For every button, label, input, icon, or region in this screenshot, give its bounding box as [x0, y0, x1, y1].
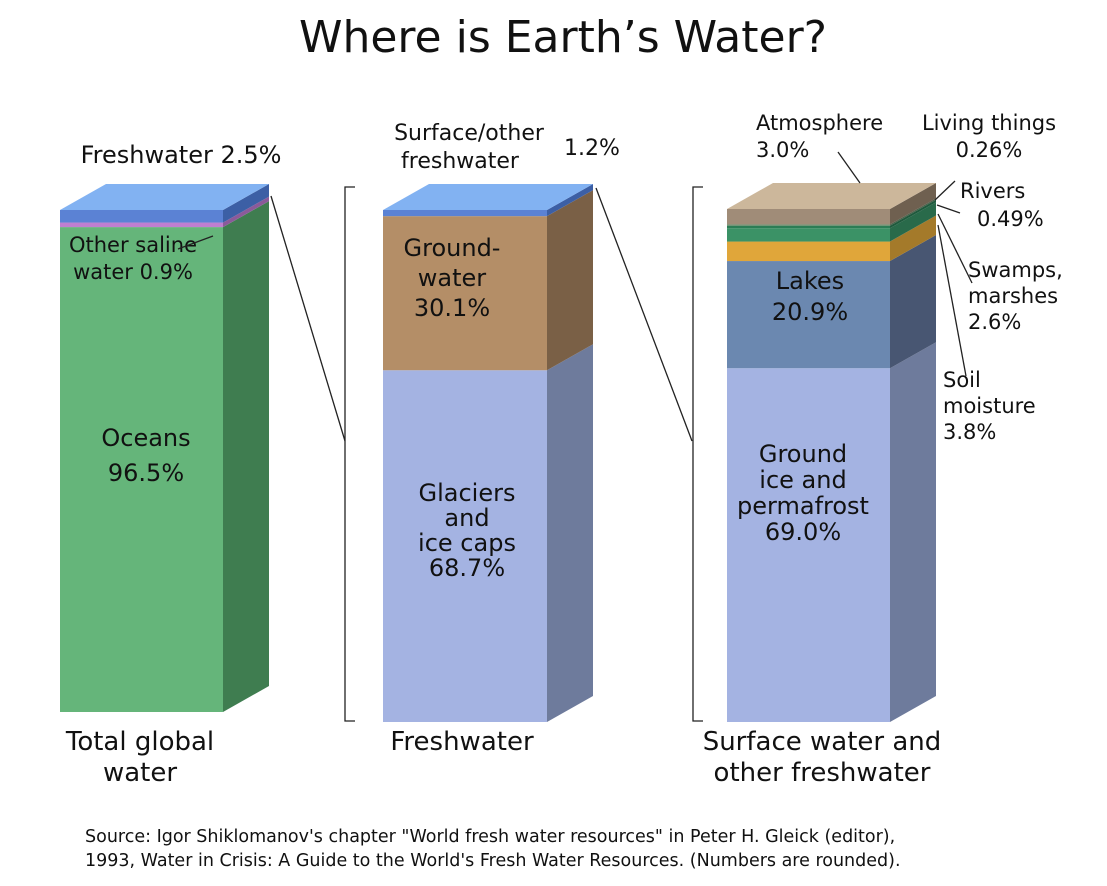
data-label-surface-line-1: freshwater [401, 149, 520, 174]
data-label-swamps-line-0: Swamps, [968, 258, 1063, 282]
data-label-swamps-line-1: marshes [968, 284, 1058, 308]
segment-fresh-ground-water [383, 216, 547, 371]
leader-swamps [937, 213, 973, 284]
segment-surface-soil-moisture-side [890, 215, 936, 262]
data-label-other-saline-line-1: water 0.9% [73, 260, 193, 284]
data-label-soil-moisture-line-0: Soil [943, 368, 981, 392]
segment-surface-swamps-marshes [727, 228, 890, 242]
chart-title: Where is Earth’s Water? [299, 12, 827, 63]
data-label-oceans-line-0: Oceans [101, 424, 190, 452]
data-label-living-things-line-0: Living things [922, 111, 1056, 135]
segment-surface-atmosphere [727, 209, 890, 225]
segment-surface-rivers-side [890, 199, 936, 229]
segment-total-other-saline-water-side [223, 196, 269, 228]
data-label-living-things-line-1: 0.26% [956, 138, 1023, 162]
segment-surface-atmosphere-side [890, 183, 936, 225]
source-line-1: 1993, Water in Crisis: A Guide to the Wo… [85, 851, 901, 871]
data-label-soil-moisture-line-2: 3.8% [943, 420, 996, 444]
segment-surface-lakes [727, 261, 890, 369]
segment-total-oceans [60, 227, 223, 712]
data-label-swamps-line-2: 2.6% [968, 310, 1021, 334]
leader-other-saline [177, 235, 214, 250]
segment-fresh-surface-other-freshwater [383, 210, 547, 217]
segment-total-oceans-side [223, 201, 269, 712]
data-label-glaciers-line-1: and [444, 504, 489, 532]
data-label-ground-ice-line-2: permafrost [737, 492, 869, 520]
data-label-groundwater-line-2: 30.1% [414, 294, 490, 322]
data-label-groundwater-line-1: water [418, 264, 487, 292]
leader-soil-moisture [937, 224, 967, 377]
data-label-glaciers-line-3: 68.7% [429, 554, 505, 582]
category-label-total-line-0: Total global [65, 727, 214, 757]
segment-fresh-surface-other-freshwater-side [547, 184, 593, 217]
top-face-fresh [383, 184, 593, 210]
data-label-surface-line-0: Surface/other [394, 121, 545, 146]
data-label-groundwater-line-0: Ground- [404, 234, 501, 262]
category-label-total-line-1: water [103, 758, 177, 788]
data-label-ground-ice-line-1: ice and [759, 466, 846, 494]
category-label-surface-line-1: other freshwater [714, 758, 931, 788]
segment-fresh-ground-water-side [547, 190, 593, 371]
data-label-glaciers-line-2: ice caps [418, 529, 516, 557]
data-label-ground-ice-line-0: Ground [759, 440, 847, 468]
segment-surface-ground-ice-and-permafrost-side [890, 342, 936, 722]
data-label-soil-moisture-line-1: moisture [943, 394, 1036, 418]
source-line-0: Source: Igor Shiklomanov's chapter "Worl… [85, 827, 895, 847]
leader-rivers [936, 204, 961, 214]
category-label-fresh-line-0: Freshwater [390, 727, 534, 757]
top-face-surface [727, 183, 936, 209]
segment-fresh-glaciers-and-ice-caps-side [547, 344, 593, 722]
data-label-atmosphere-line-1: 3.0% [756, 138, 809, 162]
segment-total-freshwater-side [223, 184, 269, 223]
data-label-surface-line-2: 1.2% [564, 136, 620, 161]
segment-total-other-saline-water [60, 222, 223, 228]
segment-surface-lakes-side [890, 235, 936, 369]
segment-surface-rivers [727, 225, 890, 229]
zoom-line-freshwater [270, 195, 346, 442]
category-label-surface-line-0: Surface water and [703, 727, 942, 757]
data-label-rivers-line-1: 0.49% [977, 207, 1044, 231]
data-label-ground-ice-line-3: 69.0% [765, 518, 841, 546]
segment-surface-swamps-marshes-side [890, 202, 936, 242]
data-label-other-saline-line-0: Other saline [69, 233, 197, 257]
data-label-atmosphere-line-0: Atmosphere [756, 111, 883, 135]
segment-total-freshwater [60, 210, 223, 223]
leader-living-things [934, 180, 956, 201]
data-label-freshwater-share-line-0: Freshwater 2.5% [81, 141, 282, 169]
leader-atmosphere [837, 151, 861, 184]
segment-surface-living-things-side [890, 198, 936, 226]
segment-surface-soil-moisture [727, 241, 890, 262]
data-label-glaciers-line-0: Glaciers [419, 479, 516, 507]
data-label-lakes-line-0: Lakes [776, 267, 844, 295]
data-label-oceans-line-1: 96.5% [108, 459, 184, 487]
bracket-surface [692, 186, 703, 722]
top-face-total [60, 184, 269, 210]
zoom-line-surface [595, 187, 693, 442]
bracket-freshwater [344, 186, 355, 722]
segment-surface-ground-ice-and-permafrost [727, 368, 890, 722]
segment-fresh-glaciers-and-ice-caps [383, 370, 547, 722]
data-label-lakes-line-1: 20.9% [772, 298, 848, 326]
data-label-rivers-line-0: Rivers [960, 179, 1025, 203]
segment-surface-living-things [727, 224, 890, 226]
